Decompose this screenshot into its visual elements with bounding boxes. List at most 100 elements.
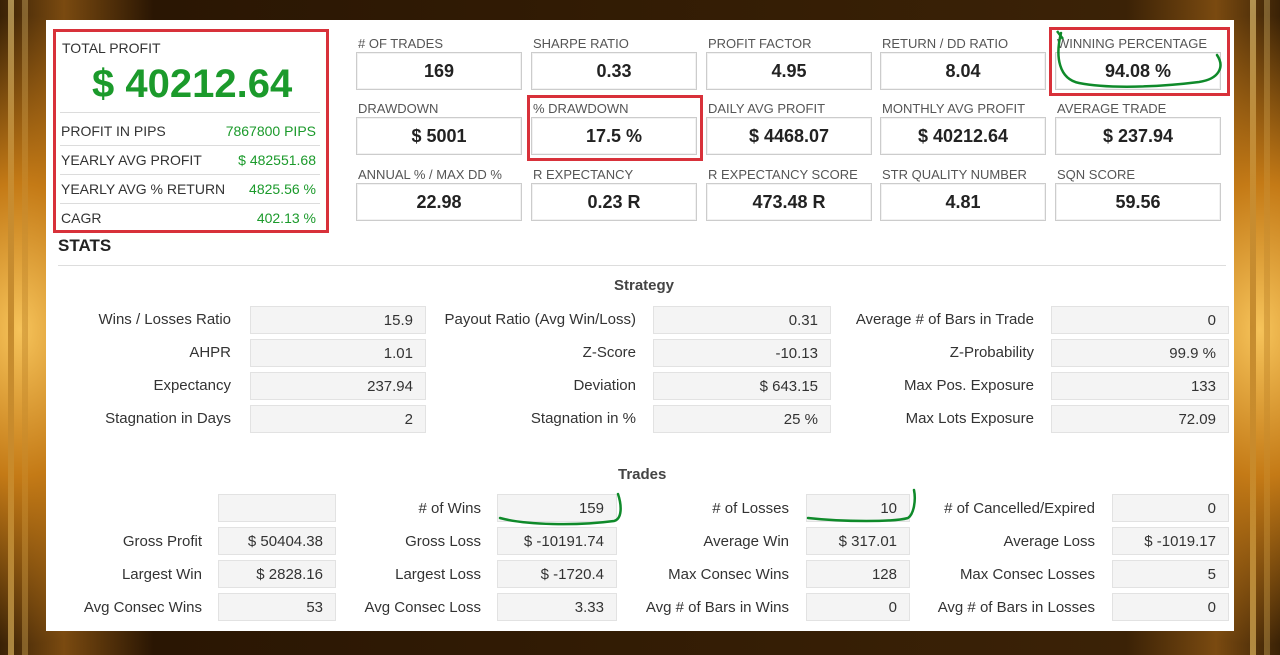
trades-heading: Trades (618, 466, 667, 483)
metric-drawdown: DRAWDOWN $ 5001 (356, 101, 526, 161)
strategy-value: 2 (250, 405, 426, 433)
strategy-value: 99.9 % (1051, 339, 1229, 367)
trades-value: 53 (218, 593, 336, 621)
strategy-value: $ 643.15 (653, 372, 831, 400)
metric-label: DAILY AVG PROFIT (708, 101, 826, 116)
metric-value: 59.56 (1055, 183, 1221, 221)
metric-r-expectancy-score: R EXPECTANCY SCORE 473.48 R (706, 167, 876, 227)
metric-return-dd: RETURN / DD RATIO 8.04 (880, 36, 1050, 96)
metric-sharpe: SHARPE RATIO 0.33 (531, 36, 701, 96)
summary-row-value: 402.13 % (256, 210, 316, 226)
strategy-value: 15.9 (250, 306, 426, 334)
trades-label: # of Wins (418, 500, 481, 517)
strategy-value: 0.31 (653, 306, 831, 334)
trades-value: 5 (1112, 560, 1229, 588)
metric-value: 8.04 (880, 52, 1046, 90)
metric-value: 17.5 % (531, 117, 697, 155)
total-profit-panel: TOTAL PROFIT $ 40212.64 PROFIT IN PIPS 7… (53, 29, 329, 233)
summary-row-label: YEARLY AVG % RETURN (61, 181, 226, 197)
metric-label: R EXPECTANCY (533, 167, 634, 182)
metric-value: 94.08 % (1055, 52, 1221, 90)
strategy-value: 72.09 (1051, 405, 1229, 433)
strategy-label: Stagnation in % (530, 410, 636, 427)
trades-value: 0 (806, 593, 910, 621)
metric-label: AVERAGE TRADE (1057, 101, 1167, 116)
metric-label: WINNING PERCENTAGE (1057, 36, 1207, 51)
metric-value: $ 4468.07 (706, 117, 872, 155)
trades-label: Max Consec Wins (668, 566, 789, 583)
strategy-value: 237.94 (250, 372, 426, 400)
trades-value (218, 494, 336, 522)
trades-label: # of Losses (712, 500, 789, 517)
strategy-value: 133 (1051, 372, 1229, 400)
metric-label: R EXPECTANCY SCORE (708, 167, 858, 182)
metric-monthly-avg-profit: MONTHLY AVG PROFIT $ 40212.64 (880, 101, 1050, 161)
trades-label: Average Loss (1003, 533, 1095, 550)
trades-value: 0 (1112, 593, 1229, 621)
metric-value: 0.23 R (531, 183, 697, 221)
summary-row-label: YEARLY AVG PROFIT (61, 152, 202, 168)
annotation-circle-mark (1056, 30, 1222, 88)
metric-value: 169 (356, 52, 522, 90)
strategy-label: Expectancy (153, 377, 231, 394)
metric-str-quality: STR QUALITY NUMBER 4.81 (880, 167, 1050, 227)
metric-value: $ 40212.64 (880, 117, 1046, 155)
trades-label: Avg Consec Loss (364, 599, 481, 616)
strategy-value: 1.01 (250, 339, 426, 367)
metric-trades: # OF TRADES 169 (356, 36, 526, 96)
trades-label: Largest Loss (395, 566, 481, 583)
annotation-underline-mark (498, 492, 622, 526)
report-panel: TOTAL PROFIT $ 40212.64 PROFIT IN PIPS 7… (46, 20, 1234, 631)
trades-label: Avg Consec Wins (83, 599, 202, 616)
strategy-label: Deviation (573, 377, 636, 394)
metric-r-expectancy: R EXPECTANCY 0.23 R (531, 167, 701, 227)
trades-value: $ 2828.16 (218, 560, 336, 588)
metric-label: # OF TRADES (358, 36, 444, 51)
trades-value: 0 (1112, 494, 1229, 522)
trades-value: $ -10191.74 (497, 527, 617, 555)
winning-percentage-highlight (1049, 27, 1230, 96)
strategy-label: Wins / Losses Ratio (98, 311, 231, 328)
metric-winning-percentage: WINNING PERCENTAGE 94.08 % (1055, 36, 1225, 96)
metric-value: $ 5001 (356, 117, 522, 155)
summary-row: YEARLY AVG % RETURN 4825.56 % (60, 181, 316, 201)
metric-label: SQN SCORE (1057, 167, 1136, 182)
trades-label: # of Cancelled/Expired (944, 500, 1095, 517)
summary-row: PROFIT IN PIPS 7867800 PIPS (60, 123, 316, 143)
strategy-label: Stagnation in Days (105, 410, 231, 427)
trades-value: 128 (806, 560, 910, 588)
strategy-label: AHPR (189, 344, 231, 361)
strategy-value: 25 % (653, 405, 831, 433)
metric-label: ANNUAL % / MAX DD % (358, 167, 502, 182)
metric-label: STR QUALITY NUMBER (882, 167, 1027, 182)
divider (58, 265, 1226, 266)
summary-row-value: 7867800 PIPS (225, 123, 316, 139)
strategy-value: 0 (1051, 306, 1229, 334)
pct-drawdown-highlight (527, 95, 703, 161)
divider (60, 112, 320, 113)
divider (60, 174, 320, 175)
metric-average-trade: AVERAGE TRADE $ 237.94 (1055, 101, 1225, 161)
annotation-underline-mark (806, 488, 916, 523)
trades-label: Gross Loss (405, 533, 481, 550)
trades-label: Max Consec Losses (959, 566, 1095, 583)
trades-value: $ -1720.4 (497, 560, 617, 588)
strategy-heading: Strategy (614, 277, 675, 294)
trades-value: $ 317.01 (806, 527, 910, 555)
divider (60, 203, 320, 204)
metric-label: RETURN / DD RATIO (882, 36, 1009, 51)
metric-label: MONTHLY AVG PROFIT (882, 101, 1026, 116)
trades-label: Largest Win (121, 566, 202, 583)
trades-label: Avg # of Bars in Losses (937, 599, 1095, 616)
total-profit-label: TOTAL PROFIT (62, 40, 161, 56)
trades-value: $ 50404.38 (218, 527, 336, 555)
divider (60, 145, 320, 146)
metric-label: % DRAWDOWN (533, 101, 629, 116)
trades-label: Avg # of Bars in Wins (645, 599, 789, 616)
metric-pct-drawdown: % DRAWDOWN 17.5 % (531, 101, 701, 161)
metric-daily-avg-profit: DAILY AVG PROFIT $ 4468.07 (706, 101, 876, 161)
strategy-value: -10.13 (653, 339, 831, 367)
trades-value: 159 (497, 494, 617, 522)
trades-label: Gross Profit (122, 533, 202, 550)
summary-row-label: CAGR (61, 210, 102, 226)
